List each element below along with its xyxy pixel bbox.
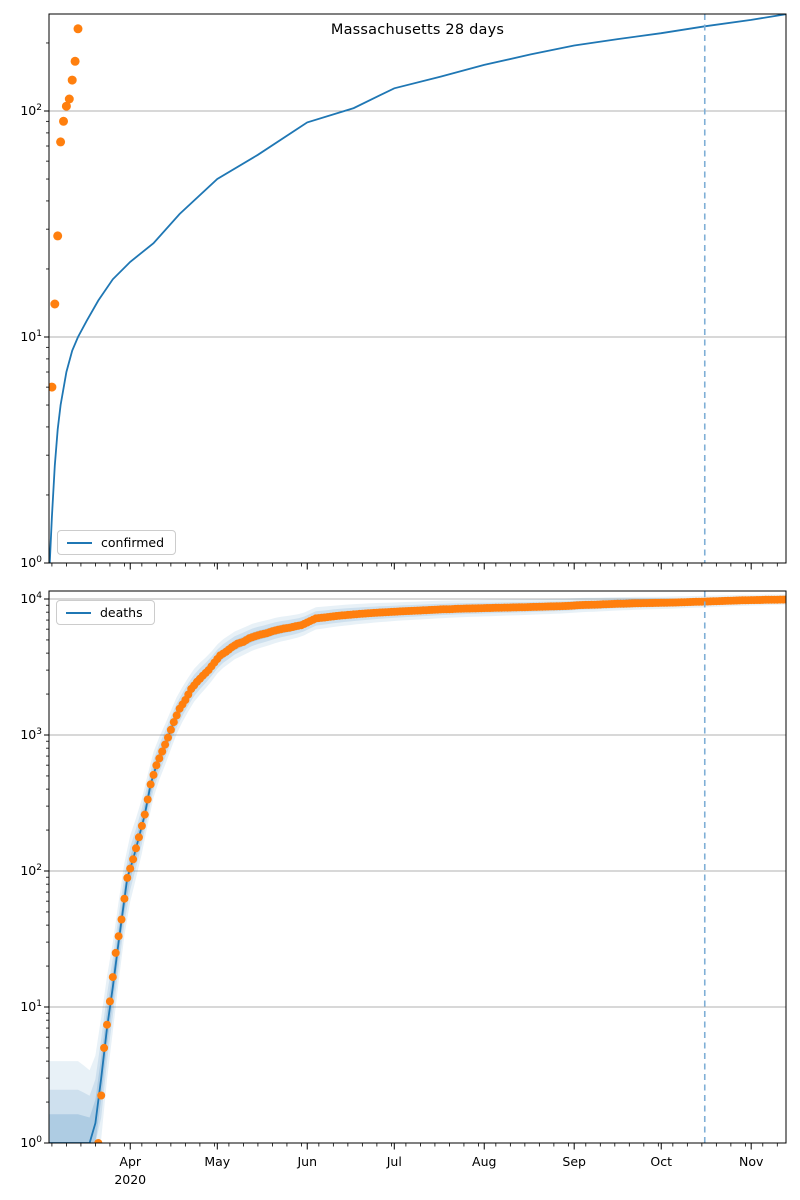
confidence-band bbox=[49, 597, 786, 1143]
confirmed-data-dot bbox=[70, 56, 80, 66]
deaths-data-dot bbox=[132, 844, 140, 853]
confirmed-data-dot bbox=[61, 101, 71, 111]
x-tick-label-sep: Sep bbox=[562, 1154, 586, 1169]
deaths-data-dot bbox=[164, 733, 172, 742]
confidence-band bbox=[49, 594, 786, 1143]
confidence-band bbox=[49, 596, 786, 1143]
deaths-data-dot bbox=[126, 864, 135, 873]
x-tick-label-jul: Jul bbox=[386, 1154, 402, 1169]
deaths-data-dot bbox=[146, 780, 155, 789]
deaths-data-dot bbox=[161, 740, 170, 749]
deaths-data-dot bbox=[129, 855, 138, 864]
deaths-data-dot bbox=[152, 761, 161, 770]
deaths-data-dot bbox=[114, 932, 123, 941]
legend-confirmed: confirmed bbox=[57, 530, 177, 555]
deaths-data-dot bbox=[782, 595, 786, 604]
y-tick-label: 103 bbox=[20, 727, 42, 742]
y-tick-label: 100 bbox=[20, 555, 42, 570]
legend-line-sample-confirmed bbox=[67, 541, 92, 544]
x-axis-year-label: 2020 bbox=[114, 1172, 146, 1187]
deaths-data-dot bbox=[103, 1020, 111, 1029]
confirmed-data-dot bbox=[50, 299, 60, 309]
legend-label-confirmed: confirmed bbox=[101, 535, 165, 550]
deaths-data-dot bbox=[155, 754, 164, 763]
deaths-data-dot bbox=[158, 747, 167, 756]
axes-spines bbox=[48, 13, 787, 564]
legend-label-deaths: deaths bbox=[100, 605, 143, 620]
x-tick-label-oct: Oct bbox=[650, 1154, 672, 1169]
confirmed-data-dot bbox=[64, 94, 74, 104]
confirmed-data-dot bbox=[56, 137, 66, 147]
deaths-data-dot bbox=[97, 1091, 106, 1100]
confirmed-fit-line bbox=[49, 14, 786, 563]
x-tick-label-may: May bbox=[204, 1154, 230, 1169]
confirmed-data-dot bbox=[49, 382, 57, 392]
deaths-data-dot bbox=[166, 725, 175, 734]
confirmed-data-dot bbox=[73, 24, 83, 34]
deaths-data-dot bbox=[149, 770, 158, 779]
deaths-data-dot bbox=[120, 894, 129, 903]
legend-deaths: deaths bbox=[56, 600, 155, 625]
deaths-data-dot bbox=[108, 973, 117, 982]
x-tick-label-nov: Nov bbox=[739, 1154, 764, 1169]
axes-spines bbox=[48, 590, 787, 1144]
deaths-data-dot bbox=[172, 711, 181, 720]
chart-title: Massachusetts 28 days bbox=[330, 22, 505, 38]
y-tick-label: 100 bbox=[20, 1135, 42, 1150]
deaths-data-dot bbox=[105, 997, 114, 1006]
deaths-data-dot bbox=[140, 810, 149, 819]
deaths-data-dot bbox=[123, 873, 132, 882]
x-tick-label-aug: Aug bbox=[472, 1154, 496, 1169]
y-tick-label: 102 bbox=[20, 863, 42, 878]
x-tick-label-apr: Apr bbox=[119, 1154, 141, 1169]
y-tick-label: 104 bbox=[20, 591, 42, 606]
deaths-data-dot bbox=[143, 795, 152, 804]
deaths-data-dot bbox=[111, 948, 120, 957]
deaths-data-dot bbox=[94, 1139, 103, 1143]
x-tick-label-jun: Jun bbox=[296, 1154, 317, 1169]
legend-line-sample-deaths bbox=[66, 611, 91, 614]
y-tick-label: 102 bbox=[20, 103, 42, 118]
confirmed-data-dot bbox=[59, 116, 68, 126]
y-tick-label: 101 bbox=[20, 329, 42, 344]
deaths-data-dot bbox=[169, 718, 178, 727]
deaths-data-dot bbox=[100, 1043, 109, 1052]
confirmed-data-dot bbox=[53, 231, 63, 241]
y-tick-label: 101 bbox=[20, 999, 42, 1014]
deaths-data-dot bbox=[134, 833, 143, 842]
confirmed-data-dot bbox=[67, 75, 77, 85]
deaths-data-dot bbox=[137, 821, 146, 830]
deaths-data-dot bbox=[117, 915, 126, 924]
